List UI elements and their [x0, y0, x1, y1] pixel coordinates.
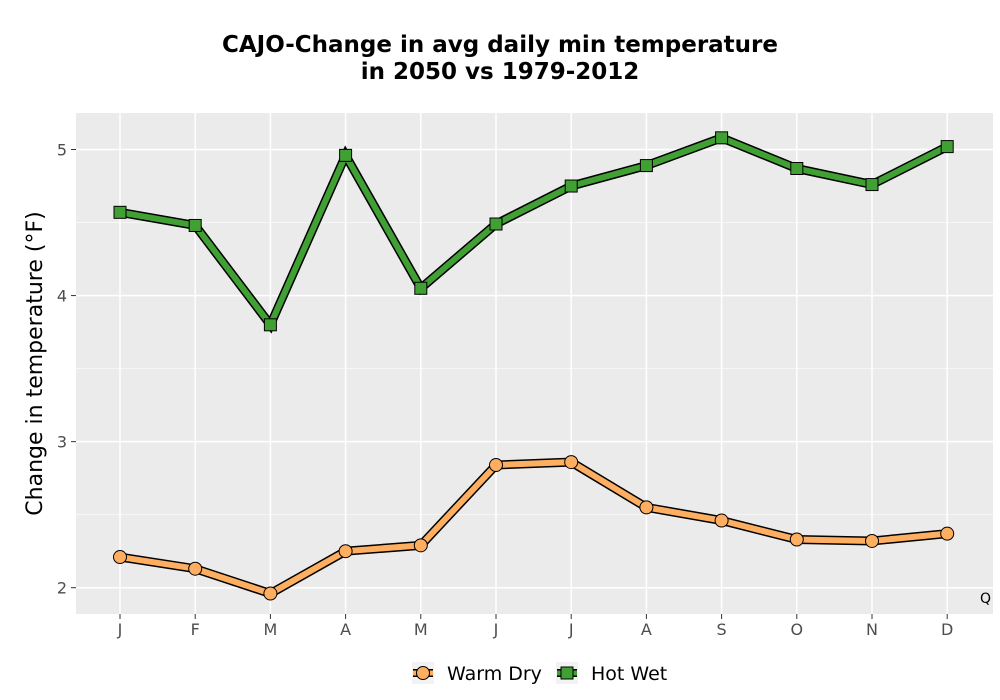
y-tick-label: 5 [57, 141, 67, 160]
chart-title-line-2: in 2050 vs 1979-2012 [360, 59, 640, 85]
data-point [790, 162, 804, 176]
legend-key-marker [560, 666, 574, 680]
x-tick-label: A [340, 620, 351, 639]
y-axis-title: Change in temperature (°F) [23, 211, 48, 515]
x-tick-label: J [568, 620, 574, 639]
data-point [413, 538, 428, 553]
x-tick-label: M [263, 620, 277, 639]
data-point [113, 205, 127, 219]
data-point [188, 218, 202, 232]
legend-label: Hot Wet [591, 663, 667, 685]
x-tick-label: N [866, 620, 878, 639]
x-tick-label: M [414, 620, 428, 639]
data-point [789, 532, 804, 547]
data-point [865, 533, 879, 548]
x-tick-label: J [117, 620, 123, 639]
data-point [188, 561, 203, 576]
data-point [113, 550, 127, 565]
plot-panel [76, 113, 993, 614]
chart-title-line-1: CAJO-Change in avg daily min temperature [221, 32, 778, 58]
data-point [714, 513, 729, 528]
legend-label: Warm Dry [447, 663, 542, 685]
y-tick-label: 4 [57, 287, 67, 306]
data-point [414, 281, 428, 295]
x-tick-label: F [191, 620, 200, 639]
data-point [639, 159, 653, 173]
data-point [489, 217, 503, 231]
legend-key-marker [416, 666, 430, 680]
x-tick-label: A [641, 620, 652, 639]
data-point [940, 140, 954, 154]
data-point [564, 455, 579, 470]
x-tick-label: S [717, 620, 727, 639]
data-point [263, 586, 278, 601]
series-line [119, 134, 949, 331]
corner-note: Q [980, 591, 991, 607]
x-tick-label: D [941, 620, 953, 639]
series-line [119, 459, 948, 597]
data-point [489, 458, 503, 473]
x-tick-label: O [791, 620, 804, 639]
data-point [865, 178, 879, 192]
data-point [338, 544, 353, 559]
x-tick-label: J [493, 620, 499, 639]
data-point [639, 500, 654, 515]
data-point [564, 179, 578, 193]
y-tick-label: 3 [57, 433, 67, 452]
data-point [339, 148, 353, 162]
y-tick-label: 2 [57, 579, 67, 598]
data-point [715, 131, 729, 145]
data-point [263, 318, 277, 332]
data-point [940, 526, 955, 541]
